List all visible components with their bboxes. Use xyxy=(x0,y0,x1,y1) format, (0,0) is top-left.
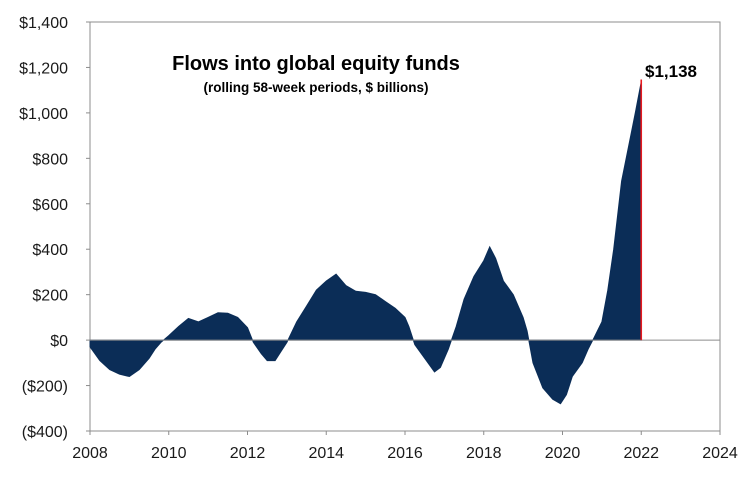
y-tick-label: $200 xyxy=(32,288,68,305)
y-tick-label: $0 xyxy=(50,333,68,350)
x-tick-label: 2022 xyxy=(623,445,659,462)
chart-subtitle: (rolling 58-week periods, $ billions) xyxy=(203,80,428,95)
callout-label: $1,138 xyxy=(645,62,697,81)
x-tick-label: 2012 xyxy=(230,445,266,462)
y-tick-label: $800 xyxy=(32,151,68,168)
chart-title: Flows into global equity funds xyxy=(172,53,460,75)
x-tick-label: 2010 xyxy=(151,445,187,462)
series-area xyxy=(89,81,642,405)
y-tick-label: $400 xyxy=(32,242,68,259)
y-tick-label: $1,200 xyxy=(19,60,68,77)
area-series xyxy=(89,81,642,405)
y-tick-label: $1,000 xyxy=(19,106,68,123)
y-tick-label: $1,400 xyxy=(19,15,68,32)
y-tick-label: ($400) xyxy=(22,424,68,441)
x-tick-label: 2024 xyxy=(702,445,738,462)
x-axis-tick-labels: 2008 2010 2012 2014 2016 2018 2020 2022 2024 xyxy=(72,431,738,462)
x-tick-label: 2020 xyxy=(545,445,581,462)
y-tick-label: $600 xyxy=(32,197,68,214)
x-tick-label: 2018 xyxy=(466,445,502,462)
y-axis-tick-labels: $1,400 $1,200 $1,000 $800 $600 $400 $200 $0 ($20… xyxy=(19,15,90,441)
x-tick-label: 2008 xyxy=(72,445,108,462)
y-tick-label: ($200) xyxy=(22,379,68,396)
x-tick-label: 2014 xyxy=(308,445,344,462)
x-tick-label: 2016 xyxy=(387,445,423,462)
